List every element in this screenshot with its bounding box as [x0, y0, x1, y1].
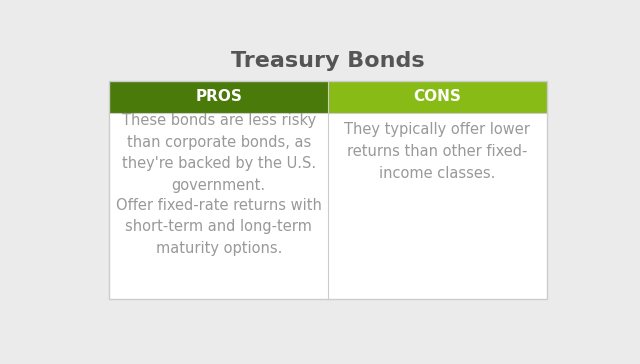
Text: Offer fixed-rate returns with
short-term and long-term
maturity options.: Offer fixed-rate returns with short-term… [116, 198, 322, 256]
Bar [109, 81, 547, 299]
Bar [109, 81, 328, 113]
Text: CONS: CONS [413, 89, 461, 104]
Bar [109, 81, 547, 299]
Text: They typically offer lower
returns than other fixed-
income classes.: They typically offer lower returns than … [344, 122, 530, 181]
Text: These bonds are less risky
than corporate bonds, as
they're backed by the U.S.
g: These bonds are less risky than corporat… [122, 113, 316, 193]
Bar [328, 81, 547, 113]
Text: Treasury Bonds: Treasury Bonds [231, 51, 425, 71]
Text: PROS: PROS [195, 89, 242, 104]
